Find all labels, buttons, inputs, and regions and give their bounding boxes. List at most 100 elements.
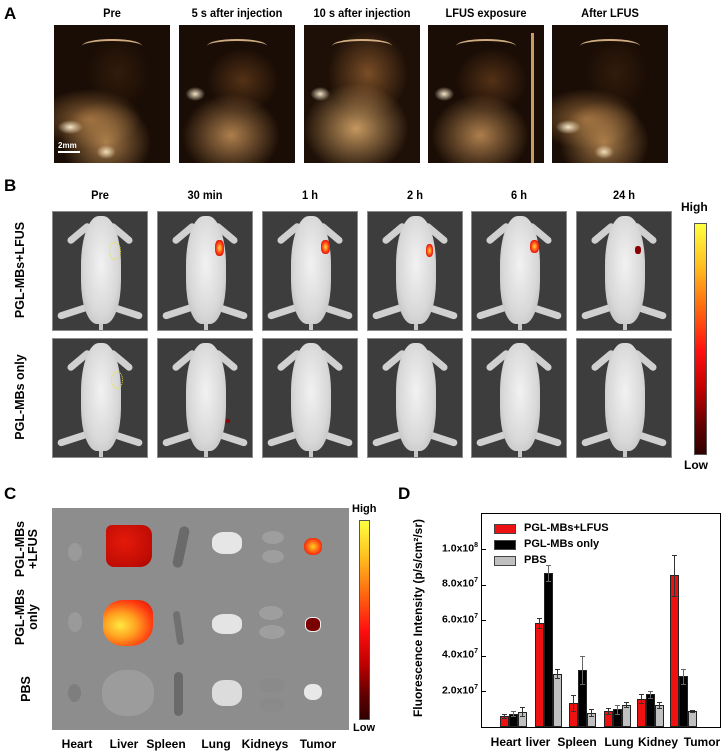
- error-bar-cap: [672, 595, 677, 597]
- y-tick-label: 2.0x107: [441, 684, 478, 697]
- legend-label: PGL-MBs+LFUS: [524, 522, 609, 534]
- error-bar-cap: [520, 716, 525, 718]
- bar: [553, 673, 562, 727]
- y-tick-label: 4.0x107: [441, 648, 478, 661]
- organ-kidney: [262, 550, 284, 563]
- tumor-outline: [580, 39, 640, 53]
- legend-label: PGL-MBs only: [524, 538, 600, 550]
- mouse-image-lfus-1h: [262, 211, 358, 331]
- colorbar-low-label: Low: [353, 722, 375, 734]
- tumor-outline: [332, 39, 392, 53]
- error-bar: [674, 554, 675, 596]
- panel-c-row-label: PGL-MBs only: [13, 589, 40, 648]
- mouse-silhouette: [81, 343, 121, 451]
- mouse-image-lfus-pre: [52, 211, 148, 331]
- x-category-label: Spleen: [557, 735, 597, 749]
- panel-b-col-title: 1 h: [302, 188, 318, 202]
- intensity-colorbar: [359, 520, 370, 720]
- fluorescence-hotspot: [530, 240, 539, 253]
- tumor-roi-circle: [111, 371, 123, 389]
- error-bar-cap: [589, 716, 594, 718]
- error-bar-cap: [502, 718, 507, 720]
- mouse-image-only-6h: [471, 338, 567, 458]
- error-bar-cap: [546, 564, 551, 566]
- error-bar: [591, 709, 592, 717]
- fluorescence-hotspot: [635, 246, 641, 254]
- error-bar-cap: [511, 711, 516, 713]
- legend-swatch-only: [494, 540, 516, 550]
- mouse-silhouette: [291, 216, 331, 324]
- bars-area: [482, 514, 719, 727]
- error-bar-cap: [580, 684, 585, 686]
- organ-spleen: [172, 610, 185, 646]
- organ-heart: [68, 684, 81, 702]
- tumor-roi-circle: [109, 242, 121, 260]
- organ-label: Tumor: [299, 737, 337, 751]
- x-category-label: Lung: [604, 735, 634, 749]
- x-category-label: Kidney: [637, 735, 678, 749]
- fluorescence-hotspot: [321, 240, 330, 254]
- mouse-silhouette: [81, 216, 121, 324]
- panel-b-col-title: 30 min: [187, 188, 223, 202]
- organ-liver: [106, 525, 152, 567]
- error-bar: [539, 617, 540, 629]
- error-bar-cap: [624, 702, 629, 704]
- mouse-silhouette: [396, 216, 436, 324]
- tumor-outline: [207, 39, 267, 53]
- mouse-image-only-2h: [367, 338, 463, 458]
- legend-swatch-pbs: [494, 556, 516, 566]
- error-bar-cap: [657, 701, 662, 703]
- error-bar: [513, 711, 514, 717]
- error-bar-cap: [657, 708, 662, 709]
- row-label-line: PGL-MBs: [13, 588, 27, 646]
- error-bar-cap: [537, 628, 542, 630]
- error-bar-cap: [690, 709, 695, 711]
- error-bar-cap: [681, 669, 686, 671]
- colorbar-high-label: High: [352, 503, 377, 515]
- organ-lung: [212, 614, 242, 634]
- panel-a-col-title: Pre: [103, 6, 121, 20]
- organ-imaging-plate: [52, 508, 349, 730]
- organ-liver: [103, 600, 153, 646]
- mouse-silhouette: [500, 343, 540, 451]
- y-tick: [482, 585, 486, 586]
- error-bar-cap: [520, 707, 525, 709]
- mouse-silhouette: [605, 343, 645, 451]
- error-bar: [608, 708, 609, 714]
- mouse-image-lfus-6h: [471, 211, 567, 331]
- y-tick: [482, 656, 486, 657]
- mouse-image-only-pre: [52, 338, 148, 458]
- panel-b-col-title: 2 h: [407, 188, 423, 202]
- panel-b-col-title: 6 h: [511, 188, 527, 202]
- error-bar-cap: [615, 713, 620, 715]
- organ-label: Kidneys: [241, 737, 289, 751]
- tumor-outline: [456, 39, 516, 53]
- panel-a-col-title: 5 s after injection: [191, 6, 283, 20]
- error-bar-cap: [639, 694, 644, 696]
- error-bar-cap: [672, 554, 677, 556]
- organ-heart: [68, 543, 82, 561]
- ultrasound-image-lfus: [428, 25, 544, 163]
- error-bar-cap: [511, 716, 516, 718]
- error-bar: [504, 714, 505, 719]
- error-bar-cap: [502, 714, 507, 716]
- mouse-silhouette: [291, 343, 331, 451]
- organ-kidney: [259, 606, 283, 620]
- bar: [544, 572, 553, 727]
- panel-a-col-title: LFUS exposure: [445, 6, 527, 20]
- organ-liver: [102, 670, 154, 716]
- legend-swatch-lfus: [494, 524, 516, 534]
- error-bar: [659, 701, 660, 708]
- bar: [670, 575, 679, 727]
- tumor-outline: [82, 39, 142, 53]
- row-label-line: PGL-MBs: [13, 520, 27, 578]
- panel-b-row-label: PGL-MBs+LFUS: [13, 221, 27, 319]
- mouse-image-lfus-2h: [367, 211, 463, 331]
- row-label-line: +LFUS: [26, 529, 40, 569]
- y-tick-label: 1.0x108: [441, 542, 478, 555]
- bar-chart-frame: PGL-MBs+LFUS PGL-MBs only PBS: [481, 513, 721, 728]
- mouse-silhouette: [396, 343, 436, 451]
- mouse-image-only-24h: [576, 338, 672, 458]
- mouse-image-only-30min: [157, 338, 253, 458]
- mouse-silhouette: [500, 216, 540, 324]
